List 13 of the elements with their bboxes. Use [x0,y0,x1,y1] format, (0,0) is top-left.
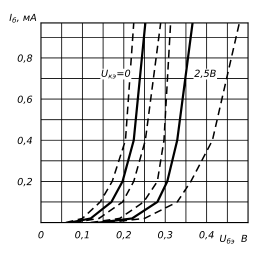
annotation: 2,5В [194,70,216,78]
y-axis-title: I$_{б}$, мА [9,14,36,23]
y-tick-label: 0,4 [18,136,32,146]
y-tick-label: 0,6 [18,96,32,104]
y-tick-label: 0,8 [18,54,32,63]
x-axis-title: U$_{бэ}$ В [220,234,248,244]
x-tick-label: 0,4 [199,231,214,240]
y-tick-label: 0,2 [18,178,32,186]
x-tick-label: 0 [38,231,44,238]
x-tick-label: 0,3 [158,231,172,240]
x-tick-label: 0,2 [116,231,131,240]
x-tick-label: 0,1 [75,231,89,240]
annotation: U$_{кэ}$=0 [102,70,130,78]
